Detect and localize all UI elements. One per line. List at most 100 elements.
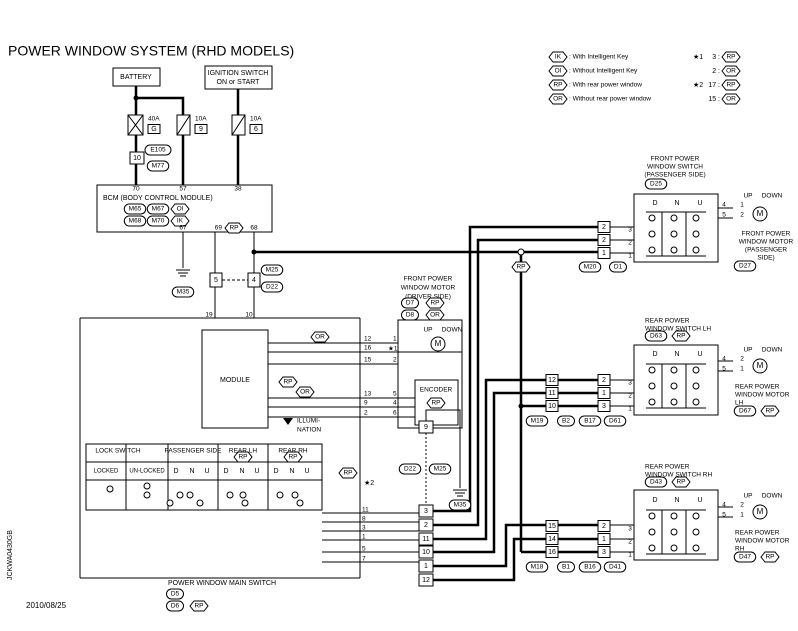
label: 2 (628, 539, 632, 546)
label: DOWN (762, 347, 783, 354)
connector-label: D25 (650, 181, 662, 188)
label: U (697, 200, 702, 207)
label: REAR RH (278, 448, 308, 455)
label: WINDOW MOTOR (739, 239, 794, 246)
connector-label: M35 (454, 502, 467, 509)
pin-box (597, 374, 611, 386)
badge-label: RP (430, 300, 439, 307)
label: 1 (740, 366, 744, 373)
label: 2 (740, 356, 744, 363)
label: 1 (628, 406, 632, 413)
connector (171, 286, 195, 298)
label: 4 (393, 400, 397, 407)
badge (721, 93, 741, 105)
connector-label: B1 (562, 564, 570, 571)
connector (525, 415, 549, 427)
pin: 3 (424, 508, 428, 515)
label: 4 (722, 356, 726, 363)
badge (170, 215, 190, 227)
pin: 10 (422, 549, 430, 556)
badge (283, 451, 303, 463)
switch-contact (670, 246, 678, 254)
contact (276, 491, 284, 499)
fuse-line (176, 114, 191, 136)
label: LH (735, 400, 744, 407)
pin-box (597, 400, 611, 412)
pin-box (209, 272, 223, 288)
connector-label: M18 (531, 564, 544, 571)
pin: 12 (548, 377, 556, 384)
connector (733, 260, 757, 272)
badge (278, 376, 298, 388)
contact (196, 499, 204, 507)
label: UP (423, 327, 432, 334)
connector (166, 588, 184, 600)
pin: G (151, 126, 156, 133)
badge (338, 467, 358, 479)
connector (603, 561, 627, 573)
label: 10A (250, 116, 262, 123)
label: WINDOW MOTOR (401, 285, 456, 292)
label: NATION (297, 427, 321, 434)
connector-label: D22 (266, 284, 278, 291)
pin-box (597, 234, 611, 246)
switch-contact (670, 544, 678, 552)
switch-contact (692, 246, 700, 254)
label: ILLUMI- (297, 418, 320, 425)
label: 57 (179, 186, 187, 193)
connector-label: D6 (171, 603, 180, 610)
badge-label: OR (553, 96, 563, 103)
badge (425, 309, 445, 321)
badge-label: RP (343, 470, 352, 477)
badge (548, 65, 568, 77)
connector (146, 215, 170, 227)
label: BATTERY (120, 74, 152, 81)
badge (721, 65, 741, 77)
label: M (435, 339, 442, 348)
pin-box (597, 546, 611, 558)
label: U (304, 468, 309, 475)
switch-table (85, 443, 323, 511)
switch-contact (648, 246, 656, 254)
switch-grid (646, 363, 706, 409)
pin-box (147, 124, 161, 134)
label: UP (743, 347, 752, 354)
label: 15 : (708, 96, 720, 103)
badge-label: OR (726, 96, 736, 103)
label: D (652, 497, 657, 504)
badge-label: RP (726, 54, 735, 61)
label: 40A (148, 116, 160, 123)
fuse-line (231, 114, 246, 136)
label: 9 (364, 400, 368, 407)
connector (525, 561, 549, 573)
label: 3 (362, 525, 366, 532)
label: 5 (722, 512, 726, 519)
pin-box (249, 124, 263, 134)
inline-wire (558, 378, 598, 554)
label: REAR POWER (645, 464, 690, 471)
connector-label: M67 (152, 206, 165, 213)
label: REAR POWER (735, 530, 780, 537)
label: ENCODER (420, 387, 453, 394)
badge (721, 51, 741, 63)
switch-contact (692, 544, 700, 552)
door-wire (432, 225, 598, 582)
pin: 4 (252, 277, 256, 284)
switch-box (633, 344, 719, 416)
connector-label: B2 (562, 418, 570, 425)
connector (578, 561, 602, 573)
wires (133, 86, 733, 582)
pin: 3 (602, 549, 606, 556)
contact (143, 491, 151, 499)
pin: 15 (548, 523, 556, 530)
label: 8 (362, 516, 366, 523)
label: LOCKED (94, 469, 119, 475)
motor (752, 504, 768, 520)
connector (123, 203, 147, 215)
pin: 2 (424, 522, 428, 529)
label: PASSENGER SIDE (165, 448, 223, 455)
pin-box (418, 545, 434, 559)
label: 13 (364, 391, 372, 398)
label: N (674, 351, 679, 358)
